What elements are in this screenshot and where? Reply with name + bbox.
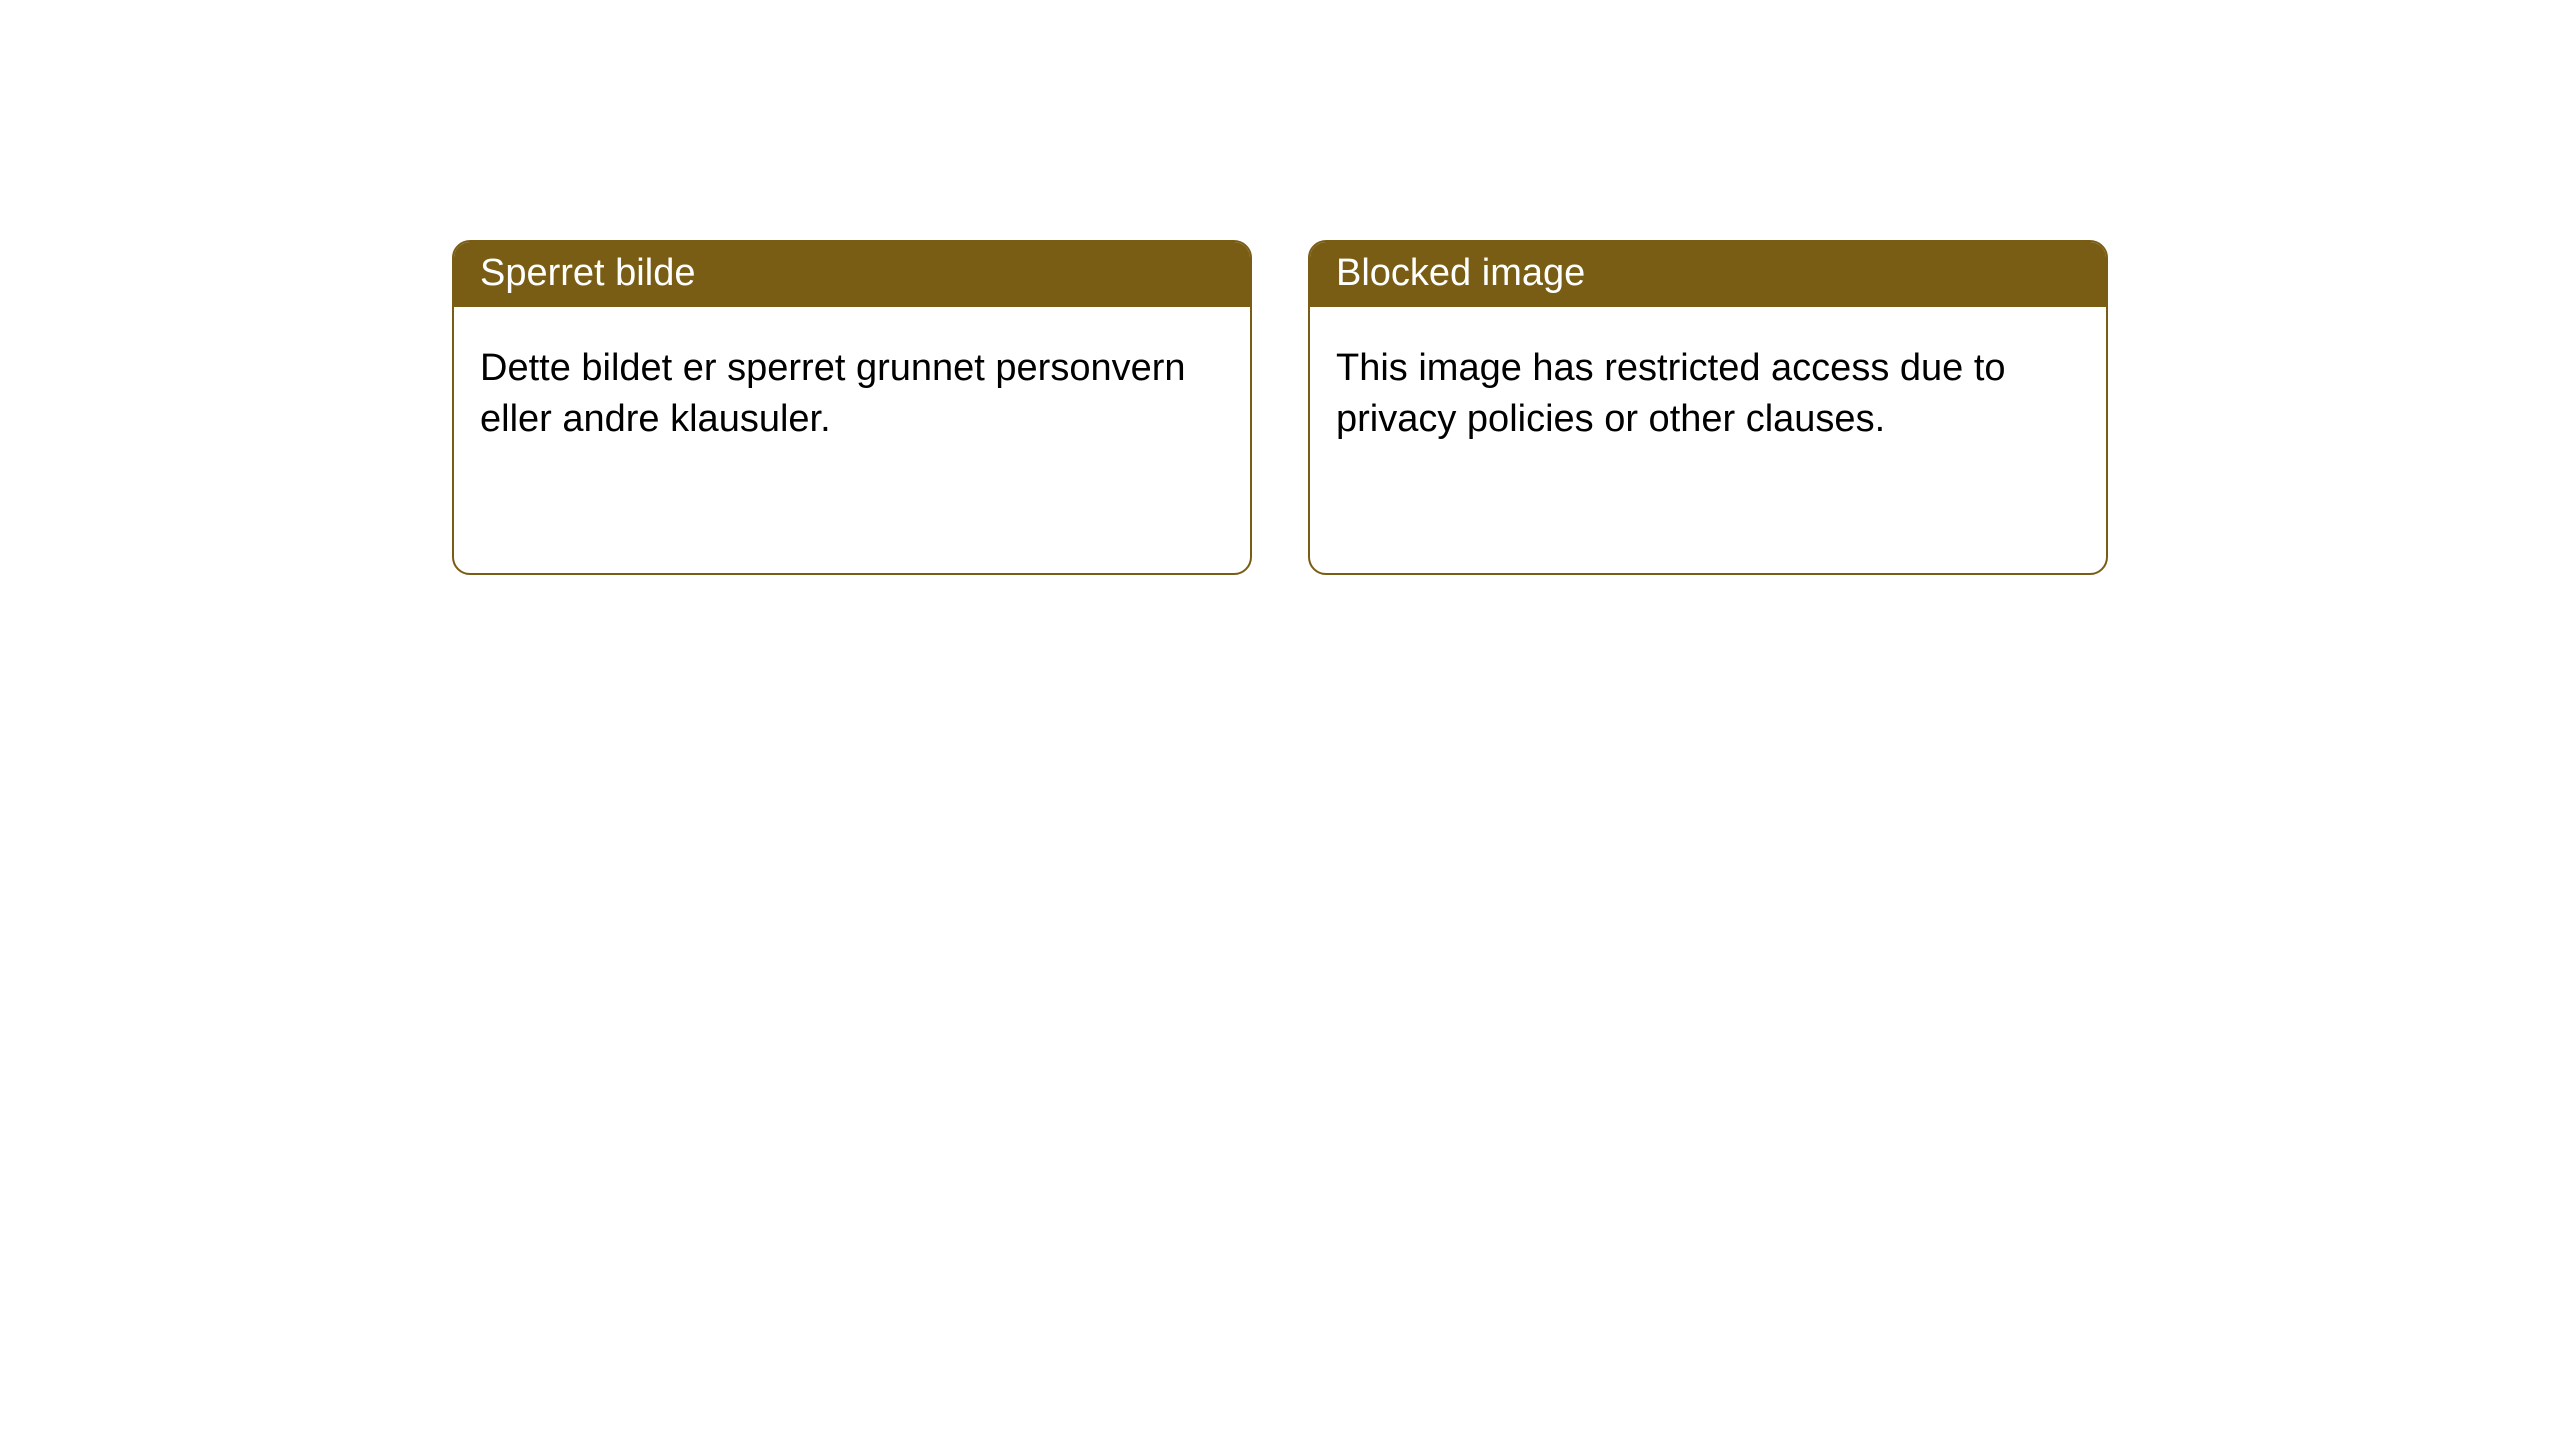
notice-card-norwegian: Sperret bilde Dette bildet er sperret gr…: [452, 240, 1252, 575]
notice-card-body: Dette bildet er sperret grunnet personve…: [454, 307, 1250, 472]
notice-container: Sperret bilde Dette bildet er sperret gr…: [0, 0, 2560, 575]
notice-card-title: Blocked image: [1310, 242, 2106, 307]
notice-card-title: Sperret bilde: [454, 242, 1250, 307]
notice-card-english: Blocked image This image has restricted …: [1308, 240, 2108, 575]
notice-card-body: This image has restricted access due to …: [1310, 307, 2106, 472]
